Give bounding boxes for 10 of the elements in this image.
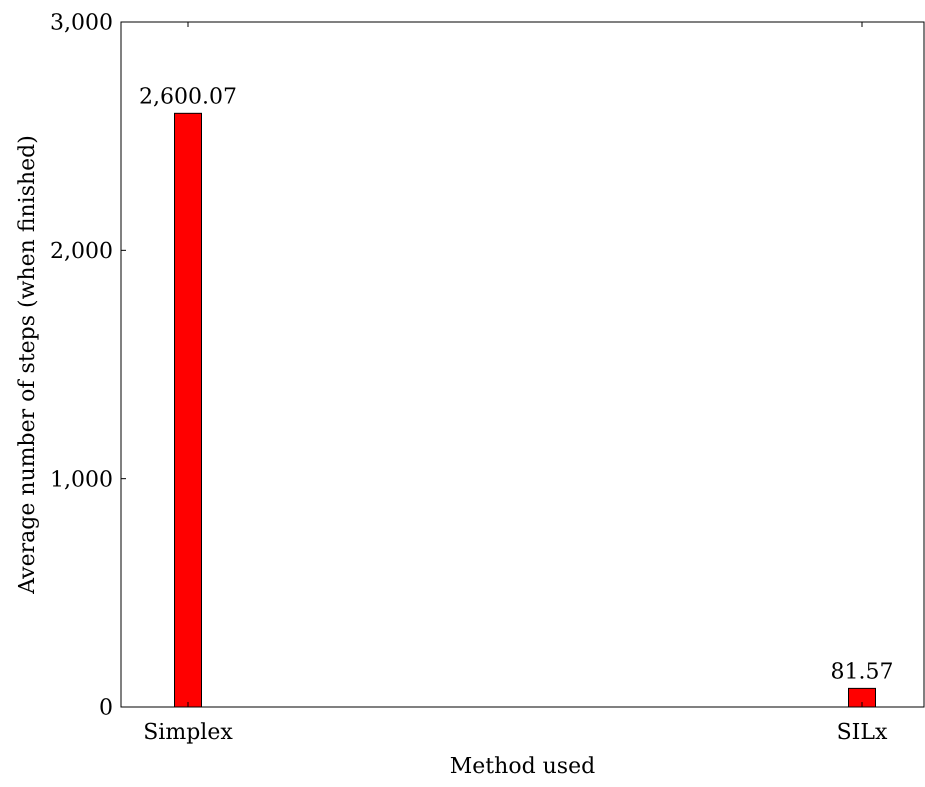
- x-axis-title: Method used: [450, 754, 596, 779]
- data-label: 2,600.07: [139, 84, 237, 110]
- data-label: 81.57: [830, 659, 894, 684]
- y-tick-label: 0: [99, 696, 113, 721]
- x-tick-label: SILx: [836, 720, 888, 745]
- y-tick-label: 3,000: [50, 10, 113, 36]
- x-tick-label: Simplex: [143, 720, 234, 745]
- y-axis-title: Average number of steps (when finished): [15, 135, 40, 595]
- y-tick-label: 1,000: [50, 467, 113, 492]
- y-tick-label: 2,000: [50, 239, 113, 264]
